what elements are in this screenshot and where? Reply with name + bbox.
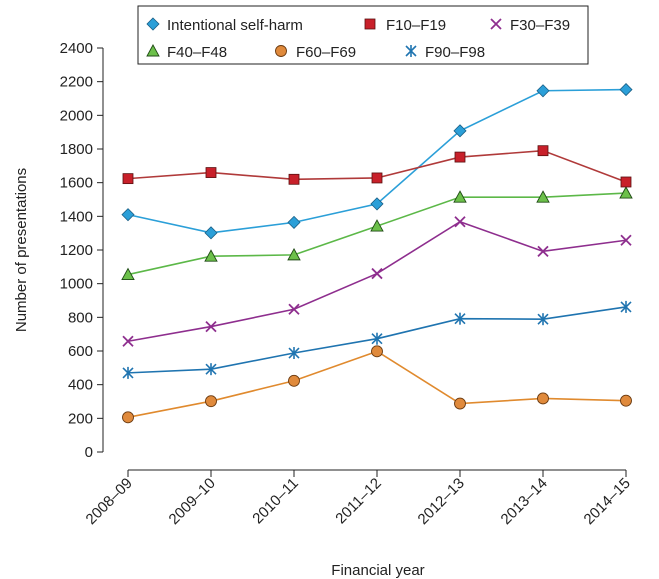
y-tick-label: 1000 [60,276,93,293]
series-3-point [122,335,134,347]
series-5-point [288,374,300,387]
legend-item: F90–F98 [405,44,485,61]
y-tick-label: 1400 [60,208,93,225]
series-6-point [454,312,466,325]
y-tick-label: 1600 [60,175,93,192]
series-1-point [121,208,135,222]
series-6-point [122,366,134,379]
series-6-point [537,313,549,326]
y-tick-label: 2000 [60,107,93,124]
x-tick-label: 2010–11 [249,475,302,528]
series-2-point [205,167,217,178]
y-tick-label: 1200 [60,242,93,259]
legend-label: F30–F39 [510,17,570,34]
series-2-point [454,151,466,163]
series-1-point [536,84,550,98]
series-4-point [370,219,384,232]
series-4-point [619,186,633,199]
series-1 [121,83,633,240]
series-4-point [204,249,218,262]
legend-label: F10–F19 [386,17,446,34]
series-2 [122,145,632,188]
series-4 [121,186,633,281]
y-tick-label: 2200 [60,74,93,91]
series-6-point [620,300,632,313]
series-1-line [127,88,627,234]
legend-marker [146,44,160,57]
series-6-point [371,332,383,345]
series-2-point [371,172,383,184]
series-2-point [288,173,300,185]
series-2-point [122,173,134,185]
x-tick-label: 2014–15 [581,475,634,528]
y-tick-label: 800 [68,309,93,326]
series-4-point [453,190,467,203]
series-3-line [127,220,627,343]
x-tick-label: 2013–14 [498,475,551,528]
y-axis-title: Number of presentations [13,168,30,332]
series-1-point [370,197,384,211]
legend-item: F10–F19 [364,17,446,34]
legend-label: F90–F98 [425,44,485,61]
plot-area [121,83,633,424]
legend-label: F60–F69 [296,44,356,61]
y-tick-label: 400 [68,377,93,394]
y-tick-label: 0 [85,444,93,461]
y-tick-label: 200 [68,410,93,427]
series-4-point [287,247,301,261]
series-5-point [454,397,466,410]
series-1-point [619,83,633,97]
legend-item: F30–F39 [490,17,570,34]
series-3-point [454,216,466,228]
series-3-point [288,303,300,315]
series-6-point [205,363,217,376]
legend-marker [364,18,376,30]
series-6-point [288,347,300,360]
y-axis: 0 200 400 600 800 1000 1200 1400 1600 1800 2000 220… [60,40,104,461]
series-4-point [121,267,135,281]
series-5-point [122,411,134,424]
series-5-point [205,395,217,408]
series-1-point [287,215,301,229]
series-1-point [453,124,467,138]
x-tick-label: 2012–13 [415,475,468,528]
legend-item: F40–F48 [146,44,227,61]
series-3-point [537,245,549,257]
y-tick-label: 2400 [60,40,93,57]
legend-item: F60–F69 [275,44,356,61]
y-tick-label: 1800 [60,141,93,158]
legend-marker [405,45,417,57]
series-3 [122,216,632,347]
legend-marker [275,45,287,57]
y-tick-label: 600 [68,343,93,360]
series-5-line [127,350,627,419]
legend-label: F40–F48 [167,44,227,61]
series-1-point [204,226,218,240]
x-axis-title: Financial year [331,562,424,579]
series-5-point [620,394,632,407]
series-3-point [371,267,383,280]
legend-box [137,5,589,65]
series-5 [122,345,632,424]
series-5-point [371,345,383,358]
x-tick-label: 2009–10 [166,475,219,528]
legend-marker [490,18,502,30]
series-2-point [537,145,549,157]
series-3-point [620,234,632,246]
series-5-point [537,392,549,405]
series-3-point [205,320,217,333]
series-4-point [536,190,550,203]
x-axis: 2008–09 2009–10 2010–11 2011–12 2012–13 2013–… [83,469,634,528]
legend-label: Intentional self-harm [167,17,303,34]
series-2-point [620,176,632,188]
x-tick-label: 2008–09 [83,475,136,528]
x-tick-label: 2011–12 [332,475,385,528]
legend: Intentional self-harm F10–F19 F30–F39 F40–F… [137,5,589,65]
legend-item: Intentional self-harm [146,17,303,34]
legend-marker [146,17,160,31]
series-6 [122,300,632,379]
